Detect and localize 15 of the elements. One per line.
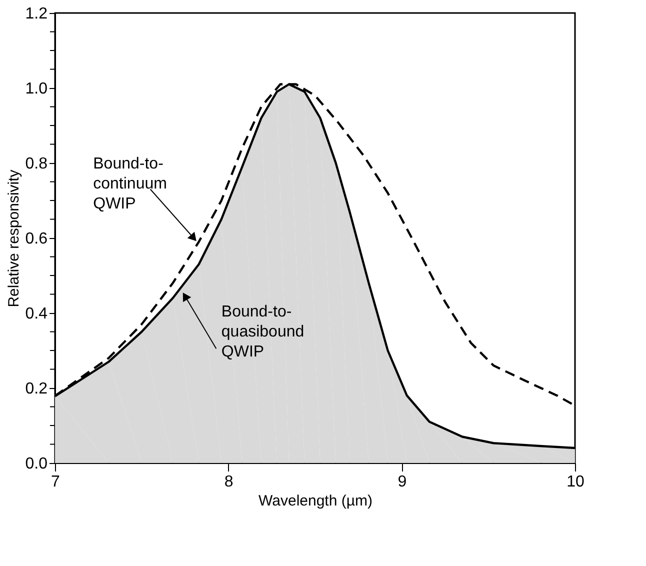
y-tick-label: 0.4 [25, 306, 48, 322]
x-tick-label: 9 [398, 474, 407, 490]
x-axis-title: Wavelength (µm) [258, 492, 372, 510]
y-tick-label: 1.0 [25, 80, 48, 98]
y-axis-title: Relative responsivity [5, 169, 22, 308]
x-tick-label: 10 [566, 474, 584, 490]
annotation: Bound-to- quasibound QWIP [221, 304, 304, 361]
y-tick-label: 1.2 [25, 6, 48, 22]
y-tick-label: 0.8 [25, 156, 48, 172]
y-tick-label: 0.6 [25, 230, 48, 248]
annotation: Bound-to- continuum QWIP [93, 156, 167, 212]
x-tick-label: 8 [224, 474, 234, 490]
y-tick-label: 0.2 [25, 380, 48, 398]
y-tick-label: 0.0 [25, 456, 48, 472]
x-tick-label: 7 [51, 474, 60, 490]
